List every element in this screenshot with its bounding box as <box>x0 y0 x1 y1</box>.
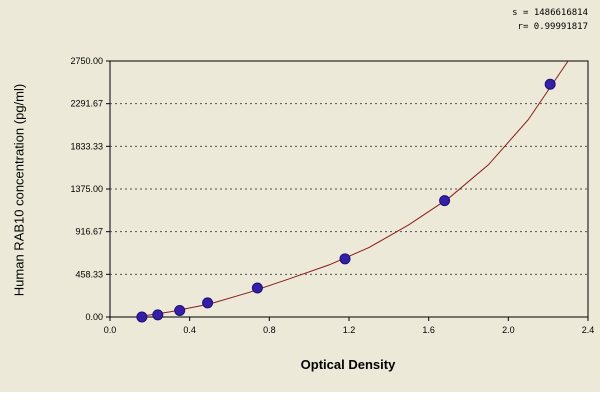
data-point <box>136 311 148 323</box>
y-axis-label: Human RAB10 concentration (pg/ml) <box>11 83 27 297</box>
data-points <box>136 78 556 323</box>
data-point <box>202 297 214 309</box>
data-point <box>439 195 451 207</box>
x-tick-label: 2.4 <box>582 325 595 335</box>
x-tick-label: 2.0 <box>502 325 515 335</box>
plot-area <box>109 60 589 318</box>
y-tick-label: 2750.00 <box>70 56 103 66</box>
data-point <box>152 309 164 321</box>
y-tick-label: 2291.67 <box>70 99 103 109</box>
y-tick-label: 0.00 <box>85 312 103 322</box>
x-axis-label: Optical Density <box>300 357 396 372</box>
stat-r: r= 0.99991817 <box>517 22 588 32</box>
x-tick-label: 1.2 <box>343 325 356 335</box>
y-axis-ticks: 0.00 458.33 916.67 1375.00 1833.33 2291.67 275… <box>70 56 110 322</box>
y-tick-label: 1833.33 <box>70 141 103 151</box>
y-tick-label: 458.33 <box>75 269 103 279</box>
stat-s: s = 1486616814 <box>512 8 588 18</box>
data-point <box>174 304 186 316</box>
x-axis-ticks: 0.0 0.4 0.8 1.2 1.6 2.0 2.4 <box>104 317 595 335</box>
x-tick-label: 1.6 <box>422 325 435 335</box>
data-point <box>339 253 351 265</box>
y-tick-label: 1375.00 <box>70 184 103 194</box>
y-tick-label: 916.67 <box>75 227 103 237</box>
data-point <box>251 282 263 294</box>
data-point <box>544 78 556 90</box>
x-tick-label: 0.0 <box>104 325 117 335</box>
x-tick-label: 0.8 <box>263 325 276 335</box>
x-tick-label: 0.4 <box>183 325 196 335</box>
